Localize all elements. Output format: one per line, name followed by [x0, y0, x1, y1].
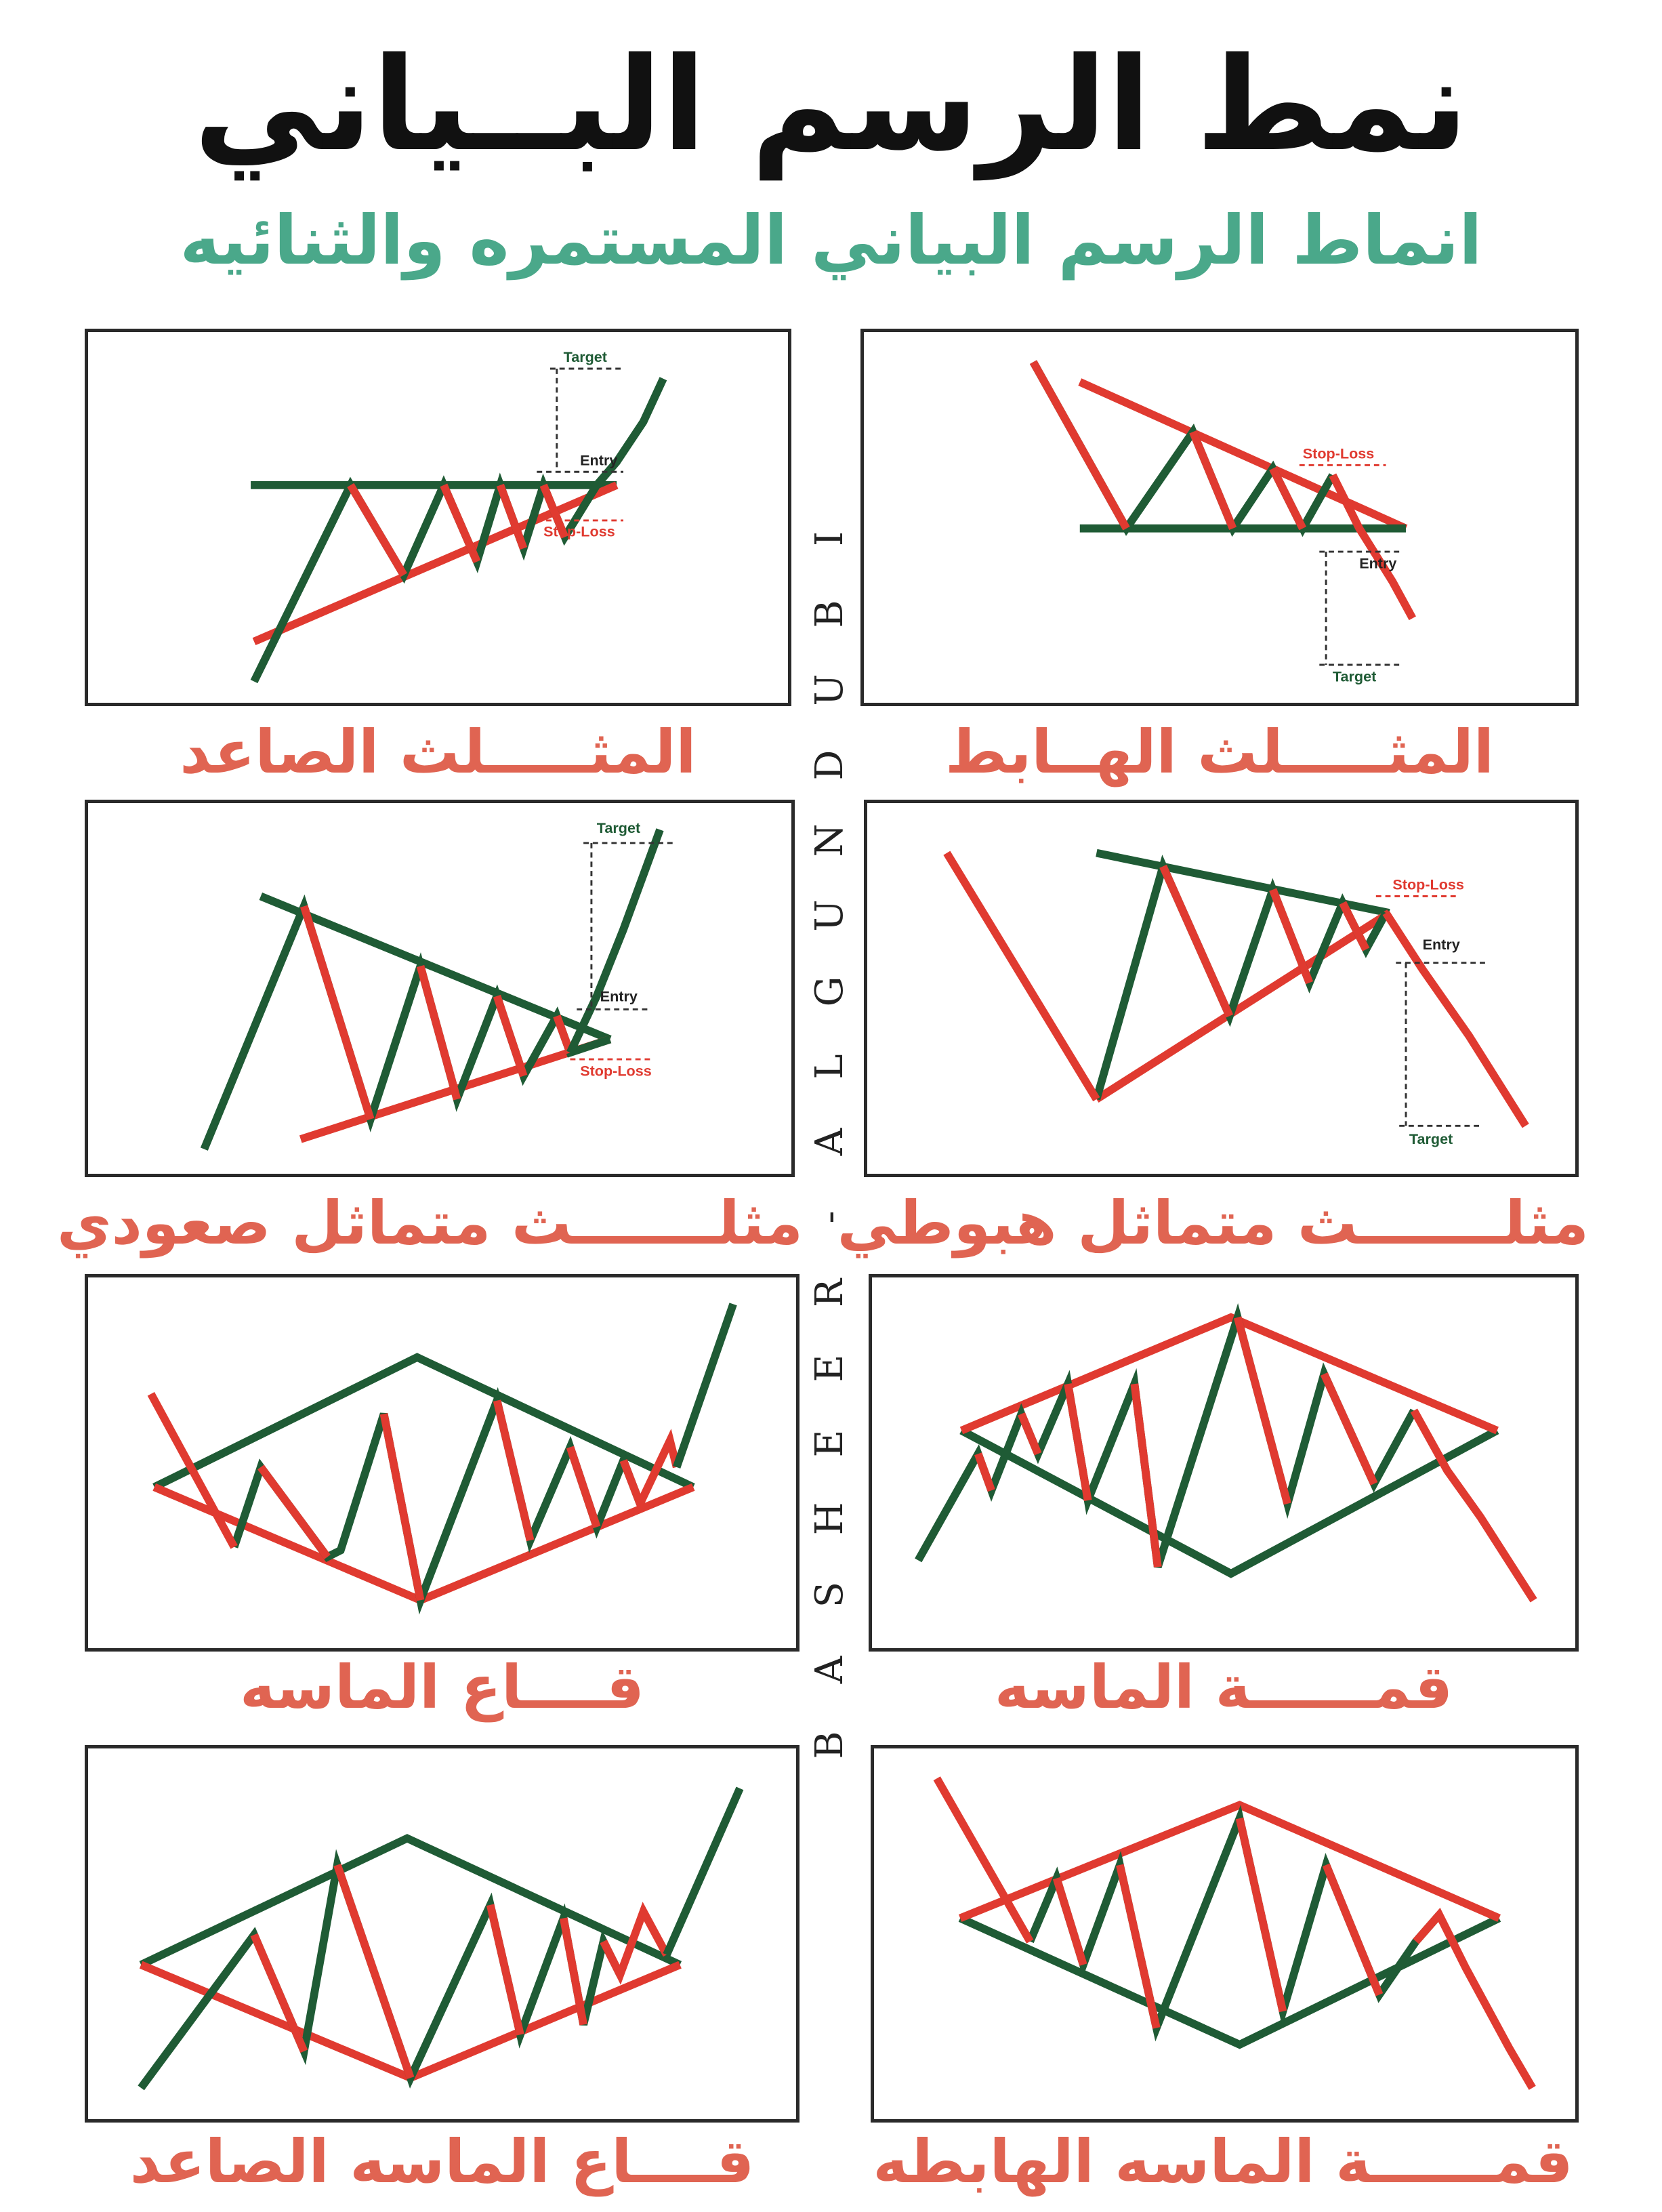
target-label: Target [597, 819, 640, 836]
target-label: Target [1409, 1130, 1453, 1147]
panel-symmetrical-triangle-bullish: Target Entry Stop-Loss [85, 800, 795, 1177]
target-label: Target [564, 348, 607, 365]
watermark-letter: D [808, 750, 852, 781]
watermark-letter: U [808, 899, 852, 932]
watermark-letter: L [808, 1054, 852, 1080]
watermark-letter: H [808, 1502, 852, 1536]
watermark-letter: R [808, 1278, 852, 1307]
watermark-letter: I [808, 531, 852, 547]
watermark-letter: N [808, 823, 852, 857]
symmetrical-triangle-bullish-diagram: Target Entry Stop-Loss [200, 819, 677, 1151]
panel-diamond-bottom-bullish [85, 1745, 799, 2123]
entry-label: Entry [1423, 936, 1460, 953]
caption-diamond-bottom: قــــاع الماسه [240, 1652, 644, 1722]
caption-diamond-top-bearish: قمــــــة الماسه الهابطه [873, 2127, 1573, 2196]
diamond-top-diagram [915, 1303, 1537, 1603]
panel-diamond-bottom [85, 1274, 799, 1652]
page-subtitle: انماط الرسم البياني المستمره والثنائيه [180, 201, 1482, 280]
ascending-triangle-diagram: Target Entry Stop-Loss [250, 348, 667, 684]
diamond-top-bearish-diagram [933, 1776, 1536, 2090]
panel-symmetrical-triangle-bearish: Stop-Loss Entry Target [864, 800, 1579, 1177]
watermark-letter: U [808, 673, 852, 706]
watermark-letter: G [808, 976, 852, 1006]
caption-ascending-triangle: المثـــــلث الصاعد [180, 717, 697, 787]
entry-label: Entry [600, 988, 638, 1005]
watermark-letter: A [808, 1656, 852, 1683]
descending-triangle-diagram: Stop-Loss Entry Target [1029, 360, 1416, 685]
diamond-bottom-diagram [147, 1303, 737, 1615]
vertical-watermark: I B U D N U G L A - R E E H S A B [806, 515, 854, 1769]
watermark-letter: B [808, 1731, 852, 1759]
panel-diamond-top [869, 1274, 1579, 1652]
caption-diamond-bottom-bullish: قــــاع الماسه الصاعد [129, 2127, 755, 2196]
caption-descending-triangle: المثـــــلث الهــابط [944, 717, 1494, 787]
target-label: Target [1333, 668, 1376, 685]
entry-label: Entry [580, 451, 617, 468]
watermark-letter: B [808, 600, 852, 628]
watermark-letter: - [808, 1210, 852, 1224]
caption-symmetrical-triangle-bearish: مثلـــــــث متماثل هبوطي [837, 1188, 1589, 1258]
watermark-letter: S [808, 1581, 852, 1607]
stop-loss-label: Stop-Loss [543, 523, 615, 539]
stop-loss-label: Stop-Loss [1392, 876, 1464, 893]
diamond-bottom-bullish-diagram [138, 1786, 744, 2091]
caption-symmetrical-triangle-bullish: مثلـــــــث متماثل صعودي [56, 1188, 803, 1258]
panel-ascending-triangle: Target Entry Stop-Loss [85, 329, 791, 706]
watermark-letter: E [808, 1354, 852, 1382]
caption-diamond-top: قمــــــة الماسه [994, 1652, 1453, 1722]
panel-descending-triangle: Stop-Loss Entry Target [860, 329, 1579, 706]
stop-loss-label: Stop-Loss [580, 1063, 652, 1080]
symmetrical-triangle-bearish-diagram: Stop-Loss Entry Target [943, 848, 1529, 1147]
panel-diamond-top-bearish [871, 1745, 1579, 2123]
watermark-letter: E [808, 1429, 852, 1458]
entry-label: Entry [1359, 555, 1396, 572]
stop-loss-label: Stop-Loss [1303, 445, 1375, 462]
page-title: نمط الرسم البــياني [193, 30, 1469, 180]
watermark-letter: A [808, 1128, 852, 1156]
